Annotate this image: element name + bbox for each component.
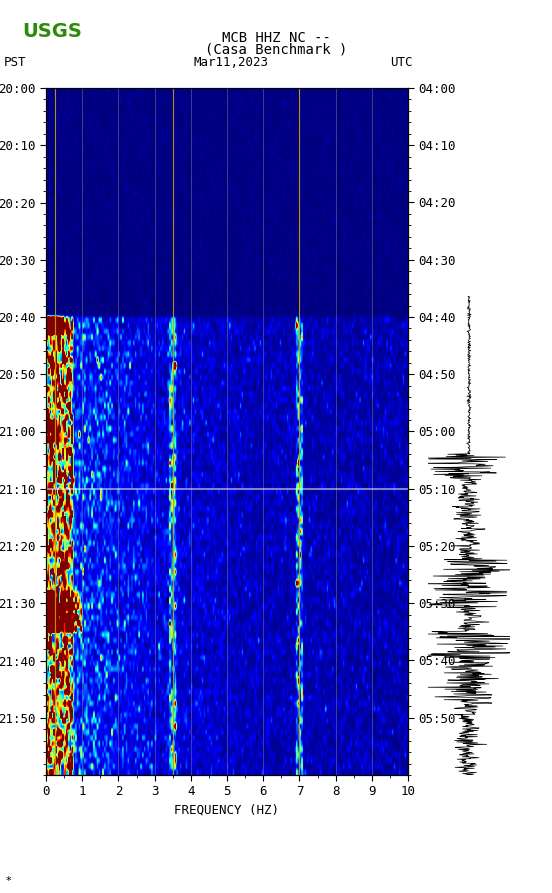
X-axis label: FREQUENCY (HZ): FREQUENCY (HZ) [174, 804, 279, 817]
Text: *: * [6, 876, 11, 886]
Text: Mar11,2023: Mar11,2023 [193, 56, 268, 69]
Text: UTC: UTC [390, 56, 412, 69]
Text: USGS: USGS [22, 21, 82, 41]
Text: MCB HHZ NC --: MCB HHZ NC -- [221, 30, 331, 45]
Text: PST: PST [4, 56, 26, 69]
Text: (Casa Benchmark ): (Casa Benchmark ) [205, 42, 347, 56]
